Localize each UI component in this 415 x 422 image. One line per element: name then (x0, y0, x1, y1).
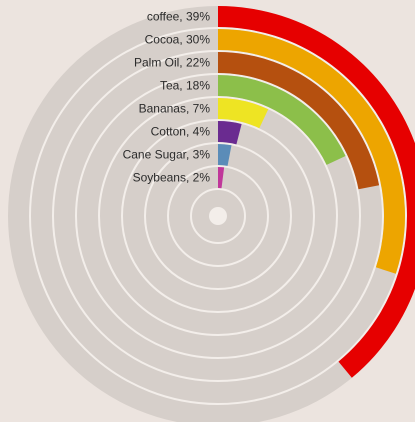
ring-separator (167, 165, 269, 267)
ring-tracks (8, 6, 415, 422)
label-palm-oil: Palm Oil, 22% (134, 56, 210, 70)
bar-bananas (218, 98, 269, 129)
label-bananas: Bananas, 7% (139, 102, 211, 116)
label-cocoa: Cocoa, 30% (145, 33, 211, 47)
ring-separator (29, 27, 407, 405)
chart-center-dot (209, 207, 227, 225)
bar-cotton (218, 121, 242, 145)
bar-tea (218, 75, 346, 165)
ring-bars (218, 6, 415, 378)
ring-separator (52, 50, 384, 382)
bar-cocoa (218, 29, 405, 274)
bar-cane-sugar (218, 144, 232, 166)
bar-palm-oil (218, 52, 380, 190)
ring-labels: coffee, 39% Cocoa, 30% Palm Oil, 22% Tea, 1… (123, 10, 211, 185)
bar-soybeans (218, 167, 225, 189)
label-cane-sugar: Cane Sugar, 3% (123, 148, 211, 162)
label-soybeans: Soybeans, 2% (133, 171, 211, 185)
ring-separator (121, 119, 315, 313)
ring-separator (190, 188, 246, 244)
ring-separator (98, 96, 338, 336)
ring-separator (144, 142, 292, 290)
ring-separator (75, 73, 361, 359)
label-cotton: Cotton, 4% (151, 125, 211, 139)
label-tea: Tea, 18% (160, 79, 210, 93)
label-coffee: coffee, 39% (147, 10, 210, 24)
